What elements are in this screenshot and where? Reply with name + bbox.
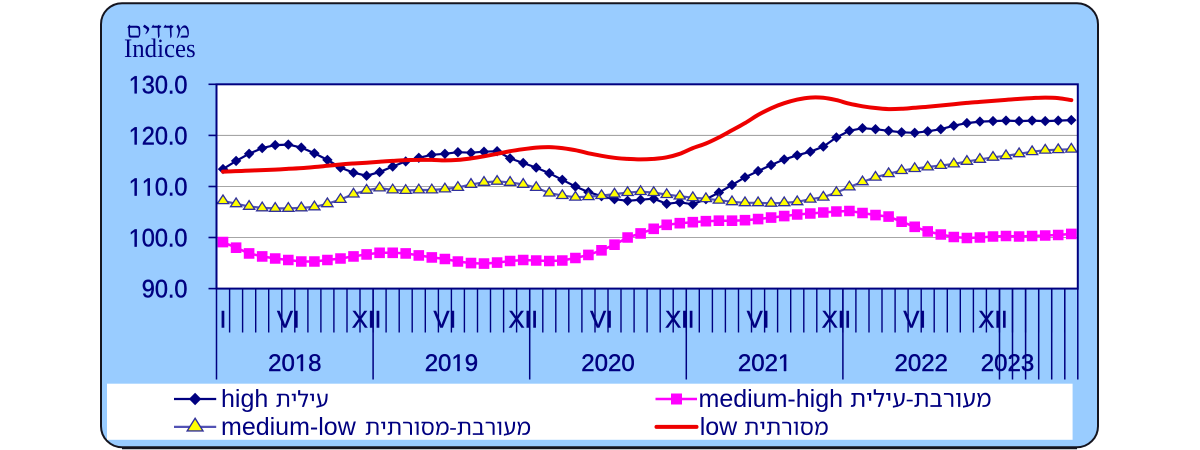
svg-text:2020: 2020	[581, 350, 634, 377]
svg-text:20: 20	[268, 350, 295, 377]
svg-text:high: high	[221, 385, 268, 413]
svg-text:medium-high: medium-high	[699, 385, 844, 413]
svg-text:00.0: 00.0	[142, 225, 188, 253]
svg-text:VI: VI	[434, 307, 457, 334]
svg-text:2023: 2023	[981, 350, 1034, 377]
svg-text:8: 8	[308, 350, 321, 377]
svg-text:XII: XII	[978, 307, 1007, 334]
svg-text:XII: XII	[352, 307, 381, 334]
svg-text:VI: VI	[277, 307, 300, 334]
svg-text:medium-low: medium-low	[221, 413, 357, 441]
svg-text:0.0: 0.0	[155, 174, 188, 202]
svg-text:9: 9	[465, 350, 478, 377]
svg-text:30.0: 30.0	[142, 72, 188, 100]
svg-text:Indices: Indices	[124, 34, 196, 63]
svg-text:VI: VI	[747, 307, 770, 334]
svg-text:VI: VI	[903, 307, 926, 334]
svg-text:I: I	[220, 307, 227, 334]
svg-text:low: low	[700, 413, 738, 441]
svg-text:2022: 2022	[895, 350, 948, 377]
svg-text:202: 202	[738, 350, 778, 377]
svg-text:XII: XII	[509, 307, 538, 334]
svg-text:90.0: 90.0	[142, 276, 188, 304]
svg-text:XII: XII	[665, 307, 694, 334]
svg-text:XII: XII	[822, 307, 851, 334]
svg-text:VI: VI	[590, 307, 613, 334]
svg-text:20: 20	[425, 350, 452, 377]
svg-text:20.0: 20.0	[142, 123, 188, 151]
